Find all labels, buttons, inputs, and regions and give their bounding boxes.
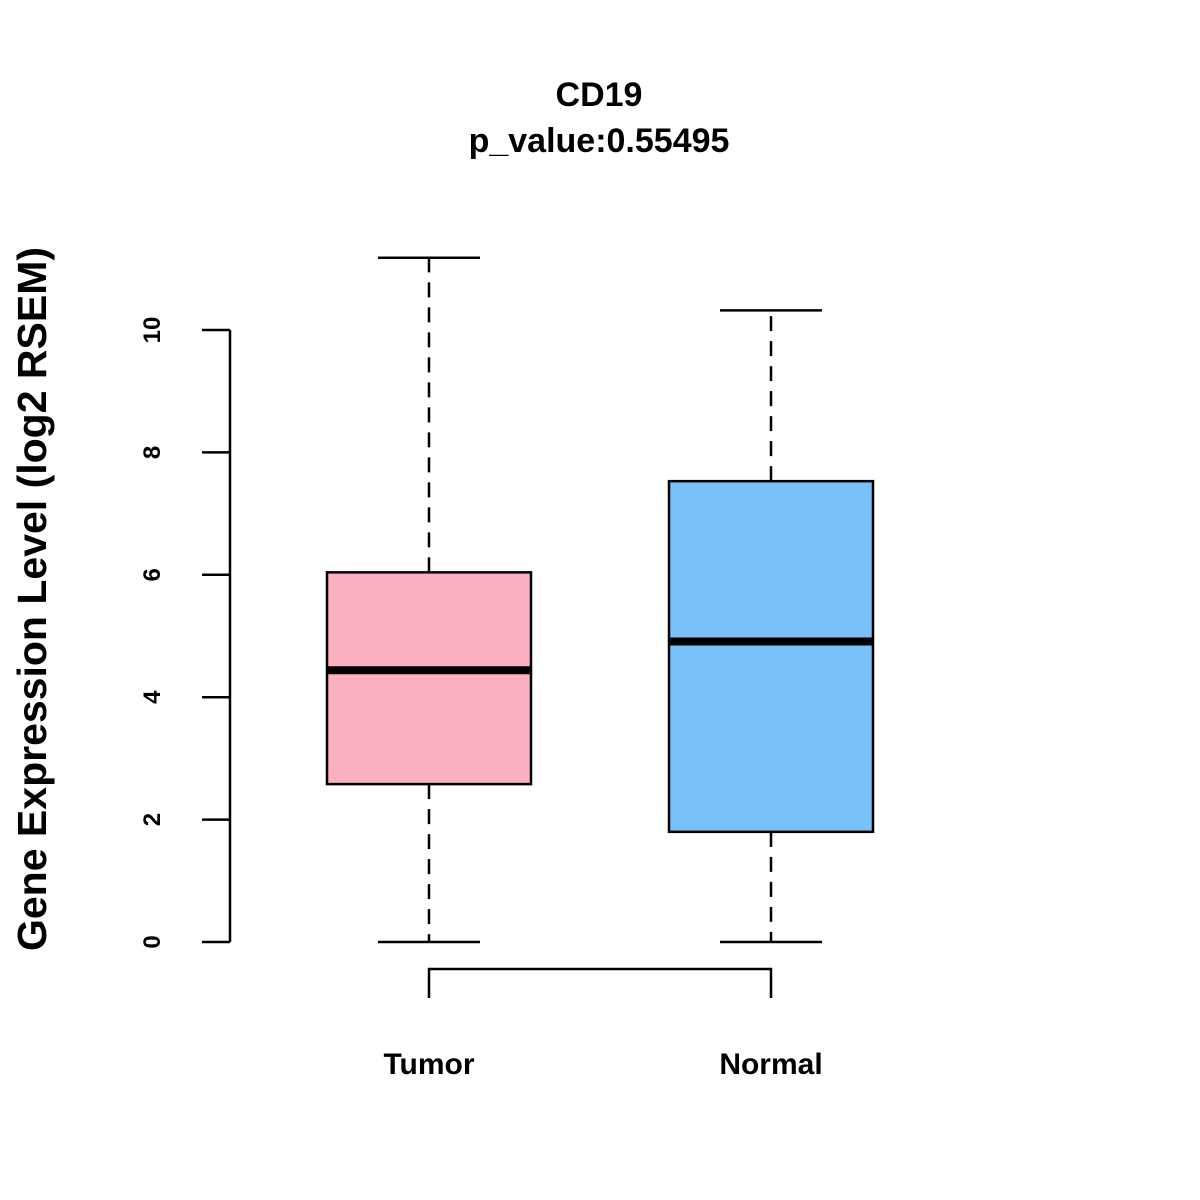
x-axis-labels: Tumor Normal [383,1048,822,1081]
x-label-tumor: Tumor [383,1048,474,1081]
box-normal [667,309,875,944]
y-tick-label: 0 [139,935,166,948]
y-axis-ticks: 0 2 4 6 8 10 [139,317,230,949]
chart-subtitle: p_value:0.55495 [469,122,730,160]
y-tick-label: 6 [139,568,166,581]
comparison-bracket [427,967,773,998]
y-tick-label: 8 [139,446,166,459]
box-series [325,256,875,944]
y-tick-label: 10 [139,317,166,344]
chart-title: CD19 [556,76,643,114]
y-tick-label: 4 [139,690,166,704]
box-tumor [325,256,533,944]
iqr-box [667,479,875,834]
iqr-box [325,571,533,786]
x-label-normal: Normal [719,1048,822,1081]
y-axis-label: Gene Expression Level (log2 RSEM) [9,247,55,951]
comparison-bracket-group [427,967,773,998]
y-tick-label: 2 [139,813,166,826]
